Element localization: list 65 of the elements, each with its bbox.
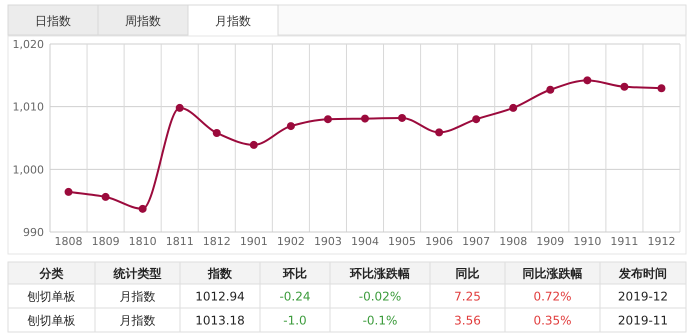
point [657, 84, 666, 92]
x-tick-label: 1903 [314, 235, 342, 248]
text: 同比 [456, 266, 480, 280]
x-tick-label: 1907 [462, 235, 490, 248]
point [361, 114, 369, 123]
point [102, 192, 110, 201]
point [138, 204, 147, 213]
text: 刨切单板 [26, 290, 76, 304]
x-tick-label: 1906 [425, 235, 454, 248]
text: 指数 [207, 266, 233, 280]
y-tick-label: 1,010 [12, 100, 44, 114]
point [583, 76, 592, 84]
text: 0.72% [533, 290, 572, 304]
text: -0.24 [279, 290, 311, 304]
text: 月指数 [215, 14, 251, 28]
x-tick-label: 1812 [202, 235, 231, 248]
x-tick-label: 1910 [573, 235, 602, 248]
x-tick-label: 1908 [499, 235, 528, 248]
text: 刨切单板 [26, 314, 76, 328]
x-tick-label: 1811 [166, 235, 194, 248]
text: 环比涨跌幅 [349, 266, 410, 280]
text: 周指数 [125, 14, 161, 28]
text: 7.25 [454, 290, 481, 304]
point [250, 140, 258, 149]
x-tick-label: 1901 [240, 235, 268, 248]
text: -0.02% [358, 290, 402, 304]
text: 统计类型 [112, 266, 162, 280]
y-tick-label: 1,020 [12, 38, 44, 51]
text: 环比 [282, 266, 307, 280]
y-tick-label: 990 [23, 226, 44, 239]
x-tick-label: 1809 [92, 235, 120, 248]
text: 同比涨跌幅 [522, 266, 582, 280]
x-tick-label: 1909 [536, 235, 564, 248]
x-tick-label: 1904 [351, 235, 379, 248]
text: 发布时间 [618, 266, 667, 280]
point [620, 82, 628, 91]
text: 3.56 [454, 314, 481, 328]
x-tick-label: 1905 [388, 235, 416, 248]
y-tick-label: 1,000 [12, 163, 44, 176]
text: 1012.94 [195, 290, 245, 304]
point [324, 115, 332, 124]
x-tick-label: 1808 [54, 235, 83, 248]
point [546, 86, 554, 94]
point [472, 115, 480, 124]
x-tick-label: 1902 [276, 235, 305, 248]
point [286, 122, 295, 130]
text: 2019-12 [618, 290, 668, 304]
point [509, 104, 518, 112]
text: 月指数 [120, 314, 156, 328]
x-tick-label: 1911 [610, 235, 638, 248]
point [176, 104, 184, 112]
x-tick-label: 1912 [647, 235, 676, 248]
text: 1013.18 [195, 314, 245, 328]
text: 0.35% [533, 314, 572, 328]
x-tick-label: 1810 [128, 235, 157, 248]
text: 月指数 [120, 290, 156, 304]
point [64, 188, 73, 196]
text: -0.1% [362, 314, 398, 328]
text: 2019-11 [618, 314, 668, 328]
point [398, 114, 406, 122]
text: -1.0 [283, 314, 307, 328]
text: 分类 [38, 266, 64, 280]
text: 日指数 [35, 14, 71, 28]
point [435, 128, 444, 136]
point [212, 128, 221, 137]
